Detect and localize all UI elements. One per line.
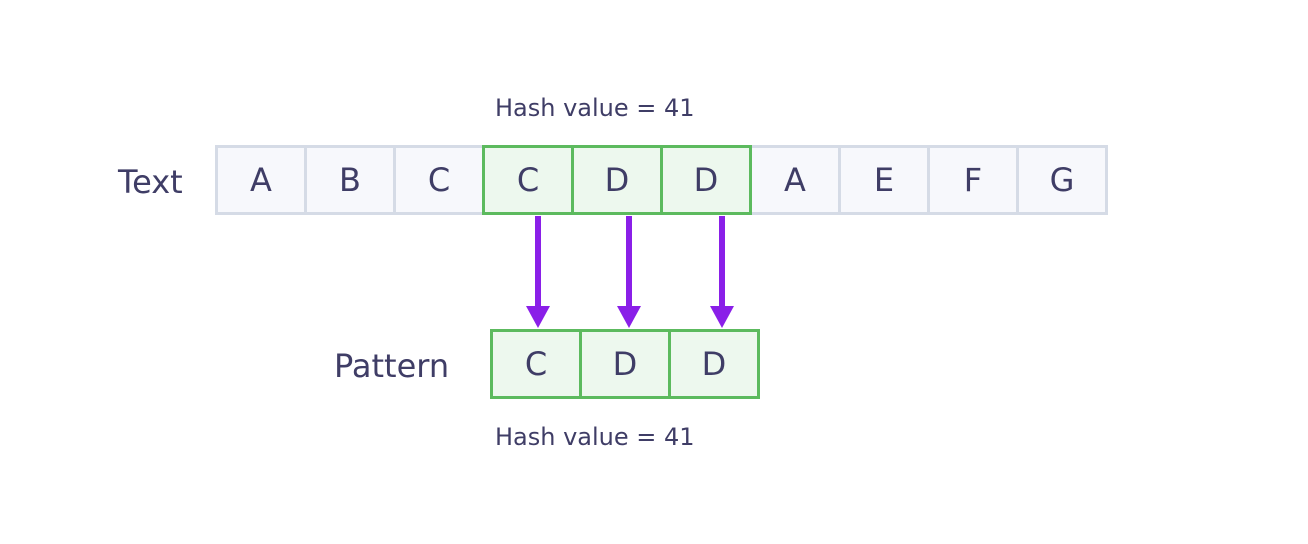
arrow-head-icon: [710, 306, 734, 328]
text-cell: F: [927, 145, 1019, 215]
pattern-row: C D D: [490, 329, 760, 399]
arrow-3: [710, 216, 734, 328]
text-cell: E: [838, 145, 930, 215]
arrow-head-icon: [526, 306, 550, 328]
text-cell-match: C: [482, 145, 574, 215]
arrow-1: [526, 216, 550, 328]
text-cell-match: D: [660, 145, 752, 215]
pattern-cell: D: [579, 329, 671, 399]
text-cell: A: [749, 145, 841, 215]
text-hash-label: Hash value = 41: [495, 94, 695, 122]
arrow-2: [617, 216, 641, 328]
text-cell: A: [215, 145, 307, 215]
pattern-row-label: Pattern: [334, 347, 450, 385]
pattern-hash-label: Hash value = 41: [495, 423, 695, 451]
text-cell: G: [1016, 145, 1108, 215]
pattern-cell: C: [490, 329, 582, 399]
text-cell-match: D: [571, 145, 663, 215]
pattern-cell: D: [668, 329, 760, 399]
text-row-label: Text: [118, 163, 183, 201]
text-cell: C: [393, 145, 485, 215]
arrow-head-icon: [617, 306, 641, 328]
text-row: A B C C D D A E F G: [215, 145, 1108, 215]
text-cell: B: [304, 145, 396, 215]
